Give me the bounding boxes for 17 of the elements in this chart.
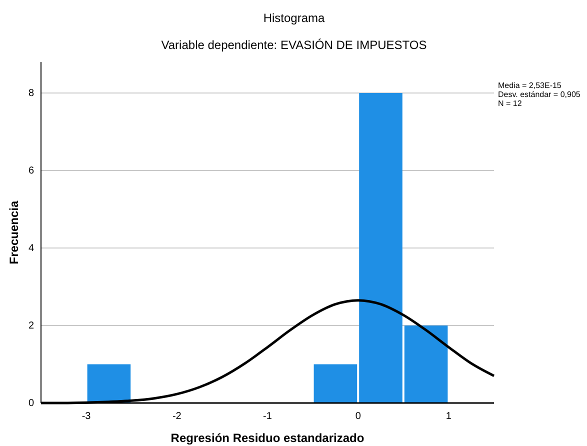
chart-title: Histograma [263, 11, 325, 25]
text: Media = 2,53E-15 [498, 81, 562, 90]
x-tick-label: -3 [82, 411, 92, 422]
text: N = 12 [498, 99, 522, 108]
y-tick-label: 0 [28, 398, 34, 410]
x-tick-label: -1 [263, 411, 272, 422]
y-tick-label: 8 [28, 88, 34, 100]
y-tick-label: 2 [28, 320, 34, 332]
x-tick-label: 1 [446, 411, 452, 422]
x-axis-title: Regresión Residuo estandarizado [170, 431, 364, 445]
x-tick-label: 0 [355, 411, 362, 422]
y-tick-label: 6 [28, 166, 34, 177]
text: Desv. estándar = 0,905 [498, 90, 581, 99]
y-tick-label: 4 [28, 243, 34, 254]
y-axis-title: Frecuencia [7, 200, 21, 264]
chart-subtitle: Variable dependiente: EVASIÓN DE IMPUESTOS [161, 38, 427, 52]
x-tick-label: -2 [172, 411, 182, 422]
